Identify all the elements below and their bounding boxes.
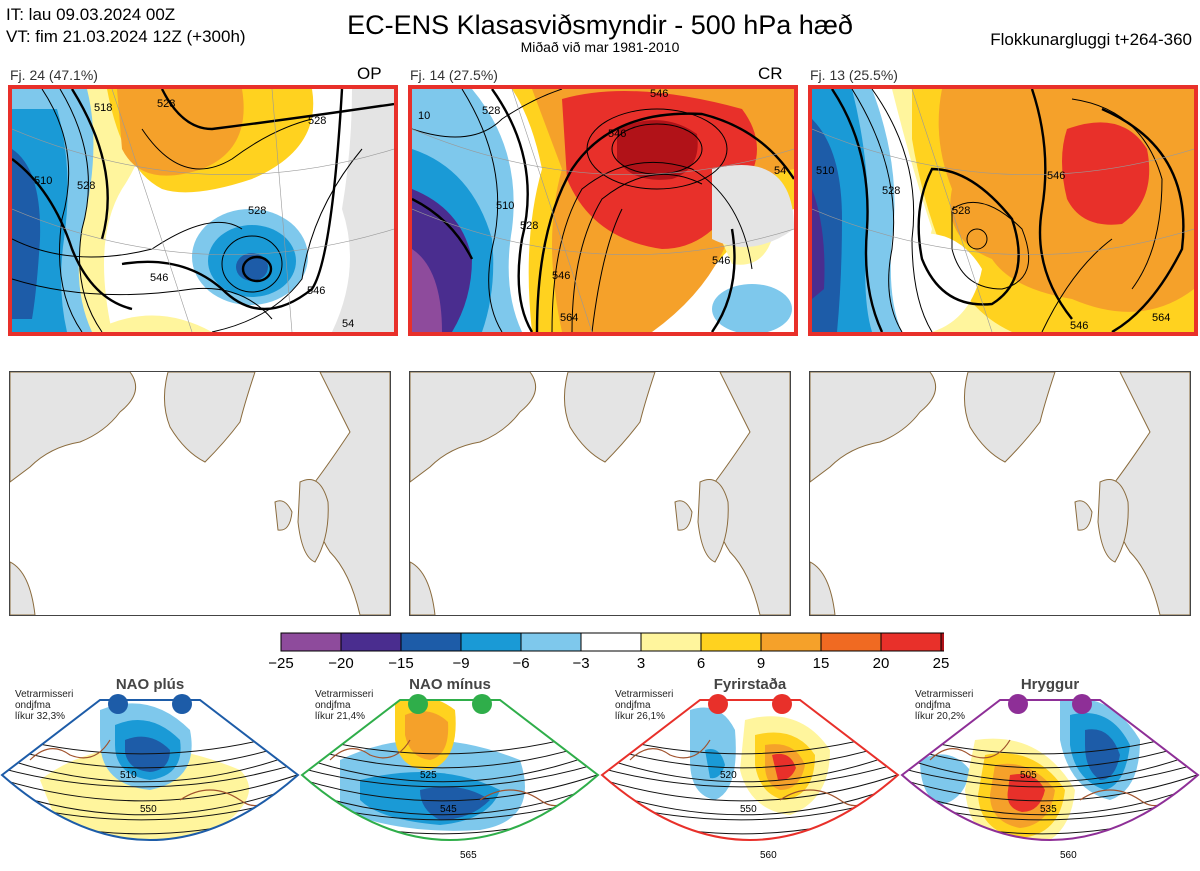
contour-label: 528: [308, 115, 326, 127]
cluster-1-map: 528 528 518 510 528 546 528 546 54: [8, 85, 398, 336]
regime-contour-label: 550: [740, 804, 757, 815]
colorbar-tick-label: −15: [388, 655, 414, 672]
regime-probability-note: Vetrarmisseri ondjfma líkur 26,1%: [615, 689, 674, 722]
cluster-1-label: Fj. 24 (47.1%): [10, 67, 98, 83]
regime-marker-dot: [772, 694, 792, 714]
colorbar-tick-label: −20: [328, 655, 354, 672]
contour-label: 54: [342, 318, 354, 330]
contour-label: 546: [1047, 170, 1065, 182]
regime-name: NAO plús: [115, 676, 185, 693]
colorbar: [280, 632, 944, 652]
regime-probability-note: Vetrarmisseri ondjfma líkur 21,4%: [315, 689, 374, 722]
regime-name: Fyrirstaða: [713, 676, 787, 693]
contour-label: 546: [1070, 320, 1088, 332]
chart-title: EC-ENS Klasasviðsmyndir - 500 hPa hæð: [347, 10, 853, 40]
initial-time: IT: lau 09.03.2024 00Z: [6, 5, 176, 24]
contour-label: 546: [150, 272, 168, 284]
contour-label: 528: [520, 220, 538, 232]
contour-label: 528: [157, 98, 175, 110]
empty-map-1: [9, 371, 391, 616]
regime-contour-label: 560: [1060, 850, 1077, 861]
colorbar-tick-label: 9: [756, 655, 766, 672]
contour-label: 546: [552, 270, 570, 282]
contour-label: 510: [34, 175, 52, 187]
contour-label: 510: [816, 165, 834, 177]
contour-label: 528: [882, 185, 900, 197]
cluster-1-tag: OP: [357, 64, 382, 83]
cluster-3-map: 510 528 546 528 546 564: [808, 85, 1198, 336]
cluster-2-map: 546 10 528 510 546 564 546 54 546 528: [408, 85, 798, 336]
contour-label: 546: [307, 285, 325, 297]
regime-contour-label: 520: [720, 770, 737, 781]
regime-marker-dot: [1072, 694, 1092, 714]
cluster-3-label: Fj. 13 (25.5%): [810, 67, 898, 83]
empty-map-3: [809, 371, 1191, 616]
regime-name: Hryggur: [1020, 676, 1080, 693]
colorbar-tick-label: −25: [268, 655, 294, 672]
regime-contour-label: 565: [460, 850, 477, 861]
regime-contour-label: 535: [1040, 804, 1057, 815]
colorbar-tick-label: −9: [452, 655, 470, 672]
contour-label: 546: [650, 89, 668, 100]
contour-label: 528: [248, 205, 266, 217]
regime-contour-label: 550: [140, 804, 157, 815]
cluster-2-tag: CR: [758, 64, 783, 83]
colorbar-tick-label: 15: [812, 655, 830, 672]
regime-marker-dot: [708, 694, 728, 714]
empty-map-2: [409, 371, 791, 616]
header-info: IT: lau 09.03.2024 00Z VT: fim 21.03.202…: [6, 4, 246, 48]
regime-marker-dot: [472, 694, 492, 714]
contour-label: 528: [77, 180, 95, 192]
cluster-2-label: Fj. 14 (27.5%): [410, 67, 498, 83]
contour-label: 10: [418, 110, 430, 122]
regime-name: NAO mínus: [409, 676, 491, 693]
colorbar-tick-label: −3: [572, 655, 590, 672]
regime-contour-label: 560: [760, 850, 777, 861]
contour-label: 54: [774, 165, 786, 177]
colorbar-tick-label: 3: [636, 655, 646, 672]
regime-contour-label: 545: [440, 804, 457, 815]
regime-contour-label: 510: [120, 770, 137, 781]
regime-marker-dot: [172, 694, 192, 714]
chart-subtitle: Miðað við mar 1981-2010: [520, 39, 680, 55]
regime-marker-dot: [1008, 694, 1028, 714]
colorbar-tick-label: 6: [696, 655, 706, 672]
colorbar-tick-label: 20: [872, 655, 890, 672]
contour-label: 518: [94, 102, 112, 114]
classification-window: Flokkunargluggi t+264-360: [990, 30, 1192, 49]
colorbar-segment: [940, 632, 944, 652]
regime-marker-dot: [408, 694, 428, 714]
contour-label: 528: [952, 205, 970, 217]
regime-probability-note: Vetrarmisseri ondjfma líkur 20,2%: [915, 689, 974, 722]
colorbar-tick-label: 25: [932, 655, 950, 672]
contour-label: 528: [482, 105, 500, 117]
contour-label: 546: [608, 128, 626, 140]
regime-marker-dot: [108, 694, 128, 714]
regime-contour-label: 505: [1020, 770, 1037, 781]
contour-label: 564: [560, 312, 578, 324]
regime-probability-note: Vetrarmisseri ondjfma líkur 32,3%: [15, 689, 74, 722]
valid-time: VT: fim 21.03.2024 12Z (+300h): [6, 27, 246, 46]
contour-label: 510: [496, 200, 514, 212]
regime-contour-label: 525: [420, 770, 437, 781]
colorbar-tick-label: −6: [512, 655, 530, 672]
contour-label: 546: [712, 255, 730, 267]
contour-label: 564: [1152, 312, 1170, 324]
